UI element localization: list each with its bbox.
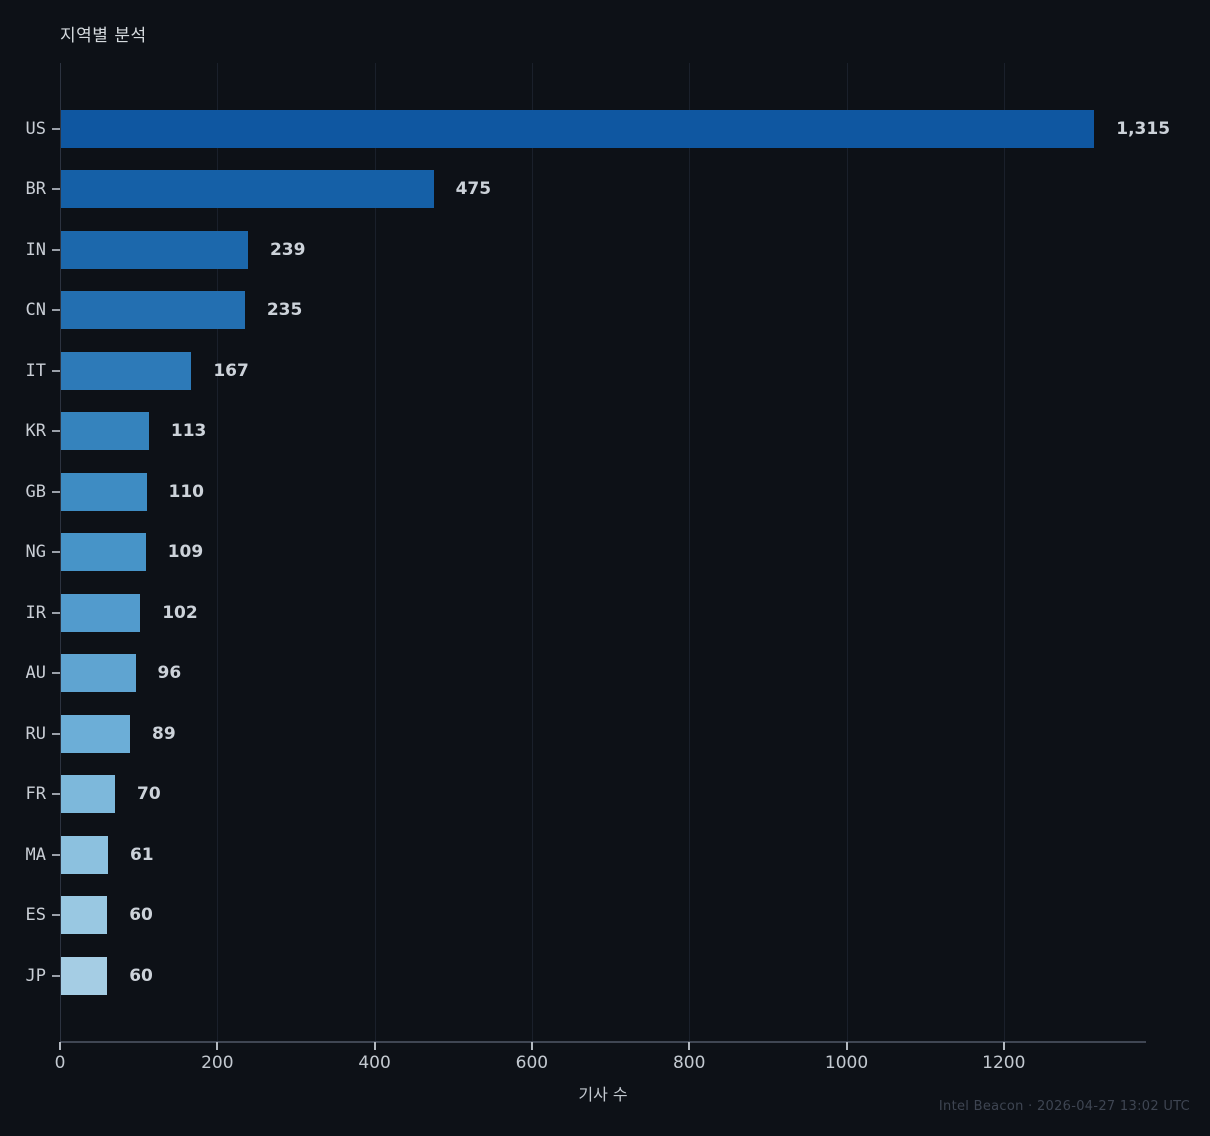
bar-us [60,109,1095,148]
bar-es [60,896,108,934]
y-tick-mark [52,430,60,432]
bar-jp [60,956,108,995]
y-tick-mark [52,490,60,493]
bar-value-label: 70 [137,784,161,804]
x-tick-label: 1000 [824,1053,869,1073]
chart-title: 지역별 분석 [60,26,147,46]
bar-au [60,654,136,692]
y-category-label: ES [25,905,46,925]
y-category-label: JP [25,965,46,986]
y-tick-mark [52,248,60,251]
x-tick-mark [845,1042,848,1050]
bar-value-label: 167 [213,360,249,381]
x-axis-spine [60,1041,1146,1043]
y-category-label: IR [25,602,46,623]
bar-ru [60,714,130,753]
x-tick-label: 800 [672,1053,706,1073]
bar-value-label: 1,315 [1116,118,1171,139]
y-tick-mark [52,732,60,735]
x-tick-mark [1002,1042,1005,1050]
bar-value-label: 102 [162,602,198,623]
gridline [531,63,533,1041]
bar-fr [60,775,116,813]
y-category-label: IN [25,239,46,260]
y-tick-mark [52,551,60,553]
y-tick-mark [52,188,60,190]
bar-value-label: 89 [152,723,176,744]
y-tick-mark [52,853,60,856]
x-tick-label: 400 [358,1053,391,1073]
x-tick-mark [59,1042,61,1050]
y-category-label: NG [25,542,46,562]
gridline [1003,63,1005,1041]
footer-attribution: Intel Beacon · 2026-04-27 13:02 UTC [938,1099,1190,1114]
y-tick-mark [52,974,60,977]
gridline [689,63,691,1041]
x-tick-label: 200 [201,1053,234,1073]
x-tick-mark [530,1042,533,1050]
x-tick-label: 1200 [982,1053,1026,1073]
y-category-label: FR [25,784,46,804]
bar-value-label: 60 [129,965,153,986]
y-category-label: GB [25,481,46,502]
y-category-label: CN [25,300,46,320]
bar-value-label: 235 [266,300,303,320]
gridline [217,63,219,1041]
y-tick-mark [52,793,60,795]
y-tick-mark [52,611,60,614]
bar-value-label: 475 [455,179,492,199]
bar-value-label: 61 [129,844,154,865]
x-tick-mark [688,1042,691,1050]
y-category-label: US [25,118,46,139]
bar-ng [60,533,146,571]
bar-br [60,170,434,208]
bar-value-label: 96 [157,663,182,683]
x-tick-mark [373,1042,376,1050]
y-tick-mark [52,309,60,311]
bar-in [60,230,248,269]
y-category-label: AU [25,663,46,683]
bar-it [60,351,192,390]
bar-cn [60,291,245,329]
x-axis-title: 기사 수 [578,1085,628,1104]
x-tick-label: 600 [515,1053,549,1073]
bar-gb [60,472,147,511]
y-category-label: RU [25,723,46,744]
bar-value-label: 109 [167,542,204,562]
y-axis-spine [60,63,61,1041]
y-category-label: IT [25,360,46,381]
plot-area: 1,315 475 239 235 167 113 110 109 102 96 89 70 61 60 6… [60,63,1170,1041]
x-tick-mark [216,1042,219,1050]
y-tick-mark [52,369,60,372]
bar-value-label: 239 [269,239,306,260]
y-tick-mark [52,672,60,674]
bar-kr [60,412,149,450]
y-category-label: MA [25,844,46,865]
bar-ma [60,835,108,874]
bar-value-label: 110 [168,481,205,502]
y-category-label: KR [25,421,46,441]
y-tick-mark [52,127,60,130]
bar-value-label: 60 [129,905,153,925]
bar-ir [60,593,141,632]
y-tick-mark [52,914,60,916]
bar-value-label: 113 [170,421,207,441]
y-category-label: BR [25,179,46,199]
x-tick-label: 0 [54,1053,66,1073]
gridline [374,63,376,1041]
gridline [846,63,848,1041]
